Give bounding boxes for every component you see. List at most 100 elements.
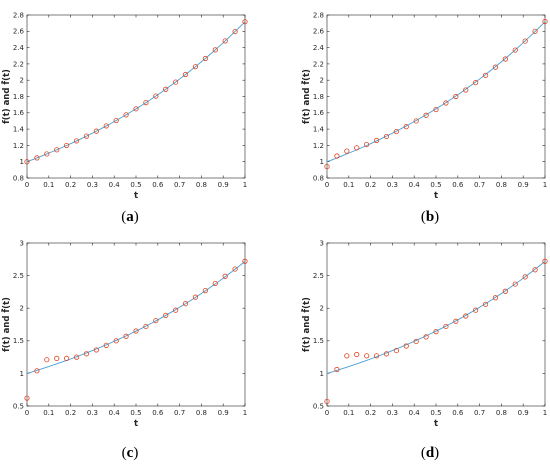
x-tick-label: 0.4 bbox=[109, 409, 121, 417]
x-tick-label: 0.2 bbox=[365, 409, 376, 417]
approx-solution-marker bbox=[542, 258, 548, 264]
approx-solution-marker bbox=[153, 317, 159, 324]
x-tick-label: 0.3 bbox=[387, 181, 398, 189]
panel-caption: (c) bbox=[122, 445, 139, 461]
approx-solution-marker bbox=[83, 351, 90, 357]
approx-solution-marker bbox=[482, 72, 489, 78]
x-tick-label: 1 bbox=[243, 409, 247, 417]
approx-solution-marker bbox=[354, 145, 360, 151]
y-tick-label: 2.2 bbox=[13, 60, 24, 68]
approx-solution-marker bbox=[54, 147, 60, 153]
x-tick-label: 0.8 bbox=[496, 181, 507, 189]
approx-solution-marker bbox=[492, 295, 499, 301]
x-tick-label: 0.2 bbox=[365, 181, 376, 189]
approx-solution-marker bbox=[242, 19, 248, 25]
approx-solution-marker bbox=[473, 80, 479, 86]
x-tick-label: 0.4 bbox=[109, 181, 121, 189]
x-tick-label: 0.4 bbox=[409, 409, 421, 417]
x-tick-label: 0.8 bbox=[196, 181, 207, 189]
x-tick-label: 0.3 bbox=[387, 409, 398, 417]
y-tick-label: 2.2 bbox=[313, 60, 324, 68]
y-tick-label: 1.8 bbox=[13, 93, 24, 101]
approx-solution-marker bbox=[423, 112, 429, 118]
x-tick-label: 0.5 bbox=[430, 181, 441, 189]
x-tick-label: 1 bbox=[543, 181, 547, 189]
x-tick-label: 0.7 bbox=[174, 181, 185, 189]
y-tick-label: 0.5 bbox=[13, 402, 24, 410]
x-tick-label: 0.5 bbox=[130, 409, 141, 417]
plot-area-frame bbox=[326, 14, 546, 179]
approx-solution-marker bbox=[222, 273, 228, 279]
approx-solution-marker bbox=[222, 38, 228, 44]
approx-solution-marker bbox=[463, 313, 469, 319]
approx-solution-marker bbox=[373, 137, 380, 144]
x-axis-label: t bbox=[134, 419, 138, 429]
y-tick-label: 1.2 bbox=[313, 142, 324, 150]
plot-area-frame bbox=[326, 242, 546, 407]
x-axis-label: t bbox=[434, 191, 438, 201]
chart-panel-b: 0 0.1 0.2 0.3 0.4 0.5 0.6 0.7 0.8 0.9 1 0.8 1 1.2 1.4 1… bbox=[300, 11, 548, 225]
approx-solution-marker bbox=[354, 351, 360, 358]
exact-solution-line bbox=[326, 21, 546, 163]
y-tick-label: 0.8 bbox=[313, 174, 324, 182]
approx-solution-marker bbox=[492, 64, 499, 70]
y-tick-label: 2.8 bbox=[313, 11, 324, 19]
approx-solution-marker bbox=[232, 28, 238, 35]
y-tick-label: 2 bbox=[20, 77, 24, 85]
approx-solution-marker bbox=[123, 333, 129, 339]
approx-solution-marker bbox=[103, 123, 109, 129]
y-tick-label: 2.4 bbox=[313, 44, 325, 52]
y-tick-label: 2 bbox=[320, 305, 324, 313]
approx-solution-marker bbox=[182, 71, 189, 78]
y-tick-label: 1.5 bbox=[13, 337, 24, 345]
x-tick-label: 0.8 bbox=[196, 409, 207, 417]
x-tick-label: 0 bbox=[325, 409, 329, 417]
y-tick-label: 2.6 bbox=[13, 28, 25, 36]
y-tick-label: 1.2 bbox=[13, 142, 24, 150]
approx-solution-marker bbox=[364, 141, 370, 148]
approx-solution-marker bbox=[344, 148, 350, 154]
approx-solution-marker bbox=[324, 163, 330, 170]
approx-solution-marker bbox=[473, 307, 479, 313]
approx-solution-marker bbox=[463, 87, 469, 93]
exact-solution-line bbox=[326, 261, 546, 374]
chart-panel-a: 0 0.1 0.2 0.3 0.4 0.5 0.6 0.7 0.8 0.9 1 0.8 1 1.2 1.4 1… bbox=[0, 11, 248, 225]
approx-solution-marker bbox=[532, 267, 538, 273]
y-tick-label: 0.5 bbox=[313, 402, 324, 410]
approx-solution-marker bbox=[113, 338, 119, 344]
approx-solution-marker bbox=[153, 93, 159, 99]
approx-solution-marker bbox=[393, 347, 399, 354]
y-axis-label: f(t) and f̂(t) bbox=[300, 297, 312, 352]
approx-solution-marker bbox=[123, 112, 129, 118]
approx-solution-marker bbox=[54, 355, 60, 361]
y-tick-label: 2.6 bbox=[313, 28, 325, 36]
approx-solution-marker bbox=[512, 47, 518, 53]
exact-solution-line bbox=[26, 261, 246, 374]
panel-caption: (a) bbox=[121, 209, 139, 225]
approx-solution-marker bbox=[212, 47, 218, 53]
x-tick-label: 0.1 bbox=[43, 181, 54, 189]
x-tick-label: 0.7 bbox=[174, 409, 185, 417]
approx-solution-marker bbox=[413, 338, 419, 345]
x-axis-label: t bbox=[134, 191, 138, 201]
approx-solution-marker bbox=[64, 355, 70, 361]
approx-solution-marker bbox=[453, 318, 459, 324]
y-axis-label: f(t) and f̂(t) bbox=[0, 69, 12, 124]
approx-solution-marker bbox=[532, 28, 538, 34]
exact-solution-line bbox=[26, 21, 246, 163]
approx-solution-marker bbox=[44, 151, 50, 157]
y-tick-label: 3 bbox=[320, 239, 324, 247]
approx-solution-marker bbox=[212, 280, 218, 287]
y-tick-label: 1 bbox=[320, 158, 324, 166]
panel-caption: (d) bbox=[421, 445, 439, 461]
approx-solution-marker bbox=[403, 343, 409, 349]
approx-solution-marker bbox=[182, 301, 189, 307]
y-tick-label: 2 bbox=[20, 305, 24, 313]
x-tick-label: 0 bbox=[25, 409, 29, 417]
x-tick-label: 1 bbox=[543, 409, 547, 417]
approx-solution-marker bbox=[163, 86, 169, 92]
approx-solution-marker bbox=[192, 294, 199, 300]
x-tick-label: 0 bbox=[25, 181, 29, 189]
approx-solution-marker bbox=[34, 155, 40, 161]
y-tick-label: 3 bbox=[20, 239, 24, 247]
